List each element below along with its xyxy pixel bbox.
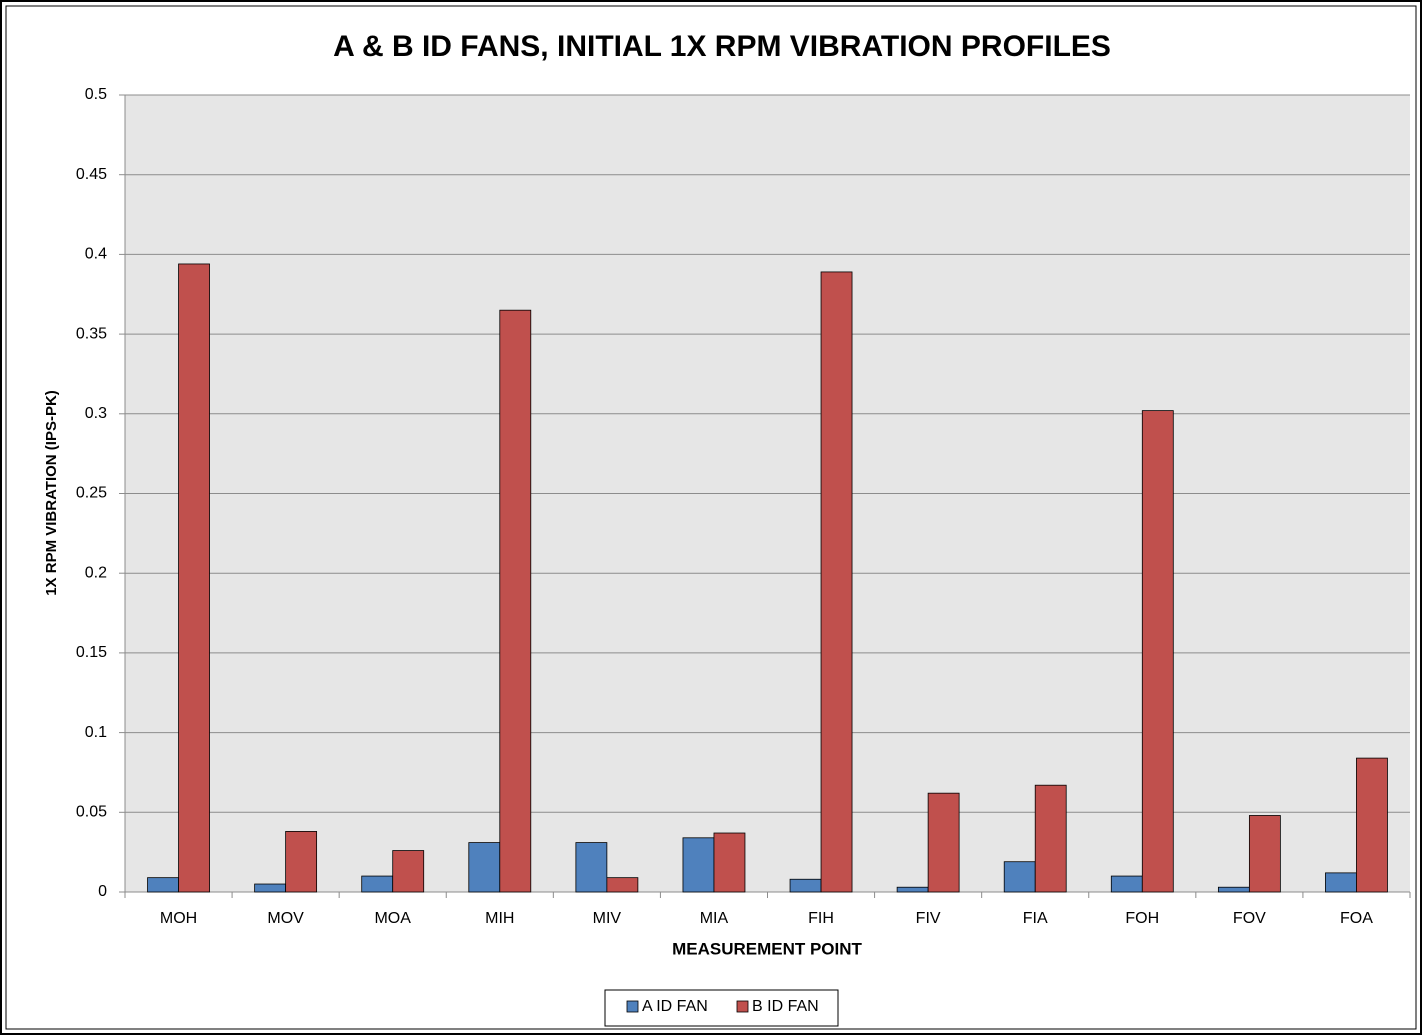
x-tick-label: FOH (1125, 910, 1159, 927)
x-tick-label: MOA (374, 910, 411, 927)
legend-swatch (626, 1000, 639, 1013)
y-tick-label: 0.5 (85, 86, 107, 103)
bar (606, 877, 639, 893)
legend-label: A ID FAN (642, 998, 708, 1015)
bar (1325, 872, 1357, 893)
x-tick-label: FOA (1340, 910, 1373, 927)
x-tick-label: MOV (267, 910, 304, 927)
y-tick-label: 0.2 (85, 564, 107, 581)
bar (1110, 875, 1143, 893)
bar (575, 842, 608, 893)
y-tick-label: 0.05 (76, 804, 107, 821)
y-axis-label: 1X RPM VIBRATION (IPS-PK) (43, 390, 60, 596)
x-tick-label: MIV (593, 910, 622, 927)
bar (1141, 410, 1174, 893)
x-tick-label: FIH (808, 910, 834, 927)
y-tick-label: 0.45 (76, 166, 107, 183)
y-tick-label: 0.4 (85, 246, 107, 263)
bar (147, 877, 179, 893)
bar (1356, 757, 1388, 893)
legend-label: B ID FAN (752, 998, 819, 1015)
chart-frame-inner (5, 5, 1417, 1030)
bar (285, 831, 318, 893)
bar (392, 850, 425, 893)
bar (254, 883, 287, 893)
legend-swatch (736, 1000, 749, 1013)
bar (1003, 861, 1036, 893)
bar (1217, 886, 1250, 893)
y-tick-label: 0.3 (85, 405, 107, 422)
x-axis-label: MEASUREMENT POINT (672, 939, 862, 958)
y-tick-label: 0.15 (76, 644, 107, 661)
bar (927, 792, 960, 893)
bar (820, 271, 853, 893)
bar (1248, 815, 1281, 893)
x-tick-label: MIH (485, 910, 514, 927)
bar (361, 875, 394, 893)
chart-title: A & B ID FANS, INITIAL 1X RPM VIBRATION … (333, 30, 1111, 63)
x-tick-label: FOV (1233, 910, 1266, 927)
y-tick-label: 0.1 (85, 724, 107, 741)
x-tick-label: MOH (160, 910, 197, 927)
bar (499, 309, 532, 893)
x-tick-label: MIA (700, 910, 729, 927)
bar (789, 878, 822, 893)
bar (682, 837, 715, 893)
bar (468, 842, 501, 893)
bar (713, 832, 746, 893)
x-tick-label: FIA (1023, 910, 1048, 927)
y-tick-label: 0.25 (76, 485, 107, 502)
bar (1034, 784, 1067, 893)
legend-box (604, 989, 839, 1027)
x-tick-label: FIV (916, 910, 941, 927)
y-tick-label: 0.35 (76, 325, 107, 342)
bar (178, 263, 210, 893)
y-tick-label: 0 (98, 883, 107, 900)
bar (896, 886, 929, 893)
